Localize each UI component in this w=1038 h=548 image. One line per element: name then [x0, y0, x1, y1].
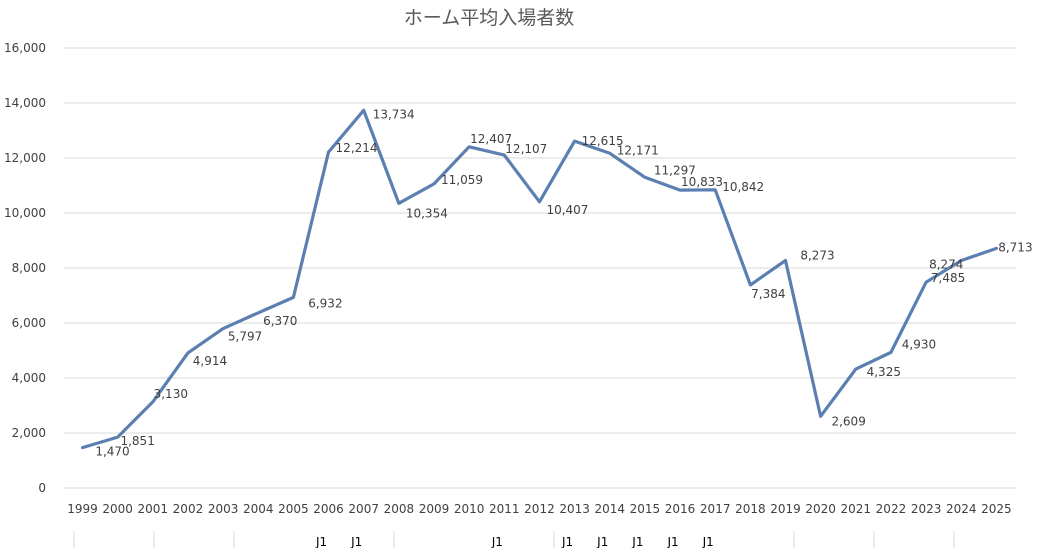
- y-tick-label: 2,000: [12, 426, 46, 440]
- data-label: 13,734: [373, 107, 415, 121]
- data-label: 12,407: [470, 132, 512, 146]
- division-label: J1: [596, 535, 608, 548]
- x-tick-label: 2012: [524, 502, 555, 516]
- gridlines: [64, 47, 1016, 489]
- x-tick-label: 2019: [770, 502, 801, 516]
- x-tick-label: 2001: [138, 502, 169, 516]
- x-tick-label: 2007: [348, 502, 379, 516]
- chart-title: ホーム平均入場者数: [404, 7, 574, 29]
- x-tick-label: 2006: [313, 502, 344, 516]
- data-label: 3,130: [154, 387, 188, 401]
- x-tick-label: 2010: [454, 502, 485, 516]
- y-tick-label: 8,000: [12, 261, 46, 275]
- data-label: 6,932: [308, 296, 342, 310]
- data-label: 7,485: [931, 271, 965, 285]
- data-label: 6,370: [263, 314, 297, 328]
- x-tick-label: 2018: [735, 502, 766, 516]
- data-label: 12,615: [582, 134, 624, 148]
- data-label: 7,384: [751, 287, 785, 301]
- division-row: J1 J1 J1 J1 J1 J1 J1 J1: [73, 531, 955, 548]
- data-label: 10,842: [722, 180, 764, 194]
- data-label: 1,851: [120, 434, 154, 448]
- y-tick-label: 10,000: [4, 206, 46, 220]
- data-label: 10,407: [546, 203, 588, 217]
- x-tick-label: 2004: [243, 502, 274, 516]
- data-label: 11,297: [654, 163, 696, 177]
- x-tick-label: 2017: [700, 502, 731, 516]
- data-label: 4,325: [867, 365, 901, 379]
- data-label: 12,171: [617, 143, 659, 157]
- x-tick-label: 2025: [981, 502, 1012, 516]
- data-label: 12,107: [505, 142, 547, 156]
- y-tick-label: 16,000: [4, 41, 46, 55]
- division-label: J1: [561, 535, 573, 548]
- x-tick-label: 2011: [489, 502, 520, 516]
- division-label: J1: [666, 535, 678, 548]
- x-tick-label: 2013: [559, 502, 590, 516]
- data-label: 8,273: [800, 248, 834, 262]
- y-tick-label: 12,000: [4, 151, 46, 165]
- y-tick-label: 6,000: [12, 316, 46, 330]
- series-attendance: [80, 108, 999, 450]
- y-axis-ticks: 0 2,000 4,000 6,000 8,000 10,000 12,000 14,000 1…: [4, 41, 46, 495]
- x-axis-ticks: 1999 2000 2001 2002 2003 2004 2005 2006 2007 2008…: [67, 502, 1011, 516]
- data-label: 5,797: [228, 330, 262, 344]
- x-tick-label: 2014: [594, 502, 625, 516]
- x-tick-label: 2015: [630, 502, 661, 516]
- division-label: J1: [350, 535, 362, 548]
- data-label: 12,214: [336, 141, 378, 155]
- division-label: J1: [702, 535, 714, 548]
- x-tick-label: 2003: [208, 502, 239, 516]
- division-label: J1: [491, 535, 503, 548]
- x-tick-label: 2022: [876, 502, 907, 516]
- data-label: 2,609: [831, 414, 865, 428]
- data-label: 8,274: [929, 257, 963, 271]
- x-tick-label: 2000: [102, 502, 133, 516]
- x-tick-label: 2020: [805, 502, 836, 516]
- x-tick-label: 2021: [841, 502, 872, 516]
- data-label: 4,930: [902, 337, 936, 351]
- data-label: 4,914: [193, 354, 227, 368]
- y-tick-label: 0: [38, 481, 46, 495]
- series-line: [80, 108, 999, 450]
- data-label: 1,470: [95, 445, 129, 459]
- x-tick-label: 2009: [419, 502, 450, 516]
- x-tick-label: 2023: [911, 502, 942, 516]
- x-tick-label: 2002: [173, 502, 204, 516]
- x-tick-label: 1999: [67, 502, 98, 516]
- data-label: 11,059: [441, 173, 483, 187]
- data-label: 8,713: [998, 240, 1032, 254]
- data-label: 10,833: [681, 175, 723, 189]
- y-tick-label: 14,000: [4, 96, 46, 110]
- division-label: J1: [631, 535, 643, 548]
- data-label: 10,354: [406, 206, 448, 220]
- x-tick-label: 2005: [278, 502, 309, 516]
- x-tick-label: 2016: [665, 502, 696, 516]
- x-tick-label: 2008: [384, 502, 415, 516]
- y-tick-label: 4,000: [12, 371, 46, 385]
- division-label: J1: [315, 535, 327, 548]
- x-tick-label: 2024: [946, 502, 977, 516]
